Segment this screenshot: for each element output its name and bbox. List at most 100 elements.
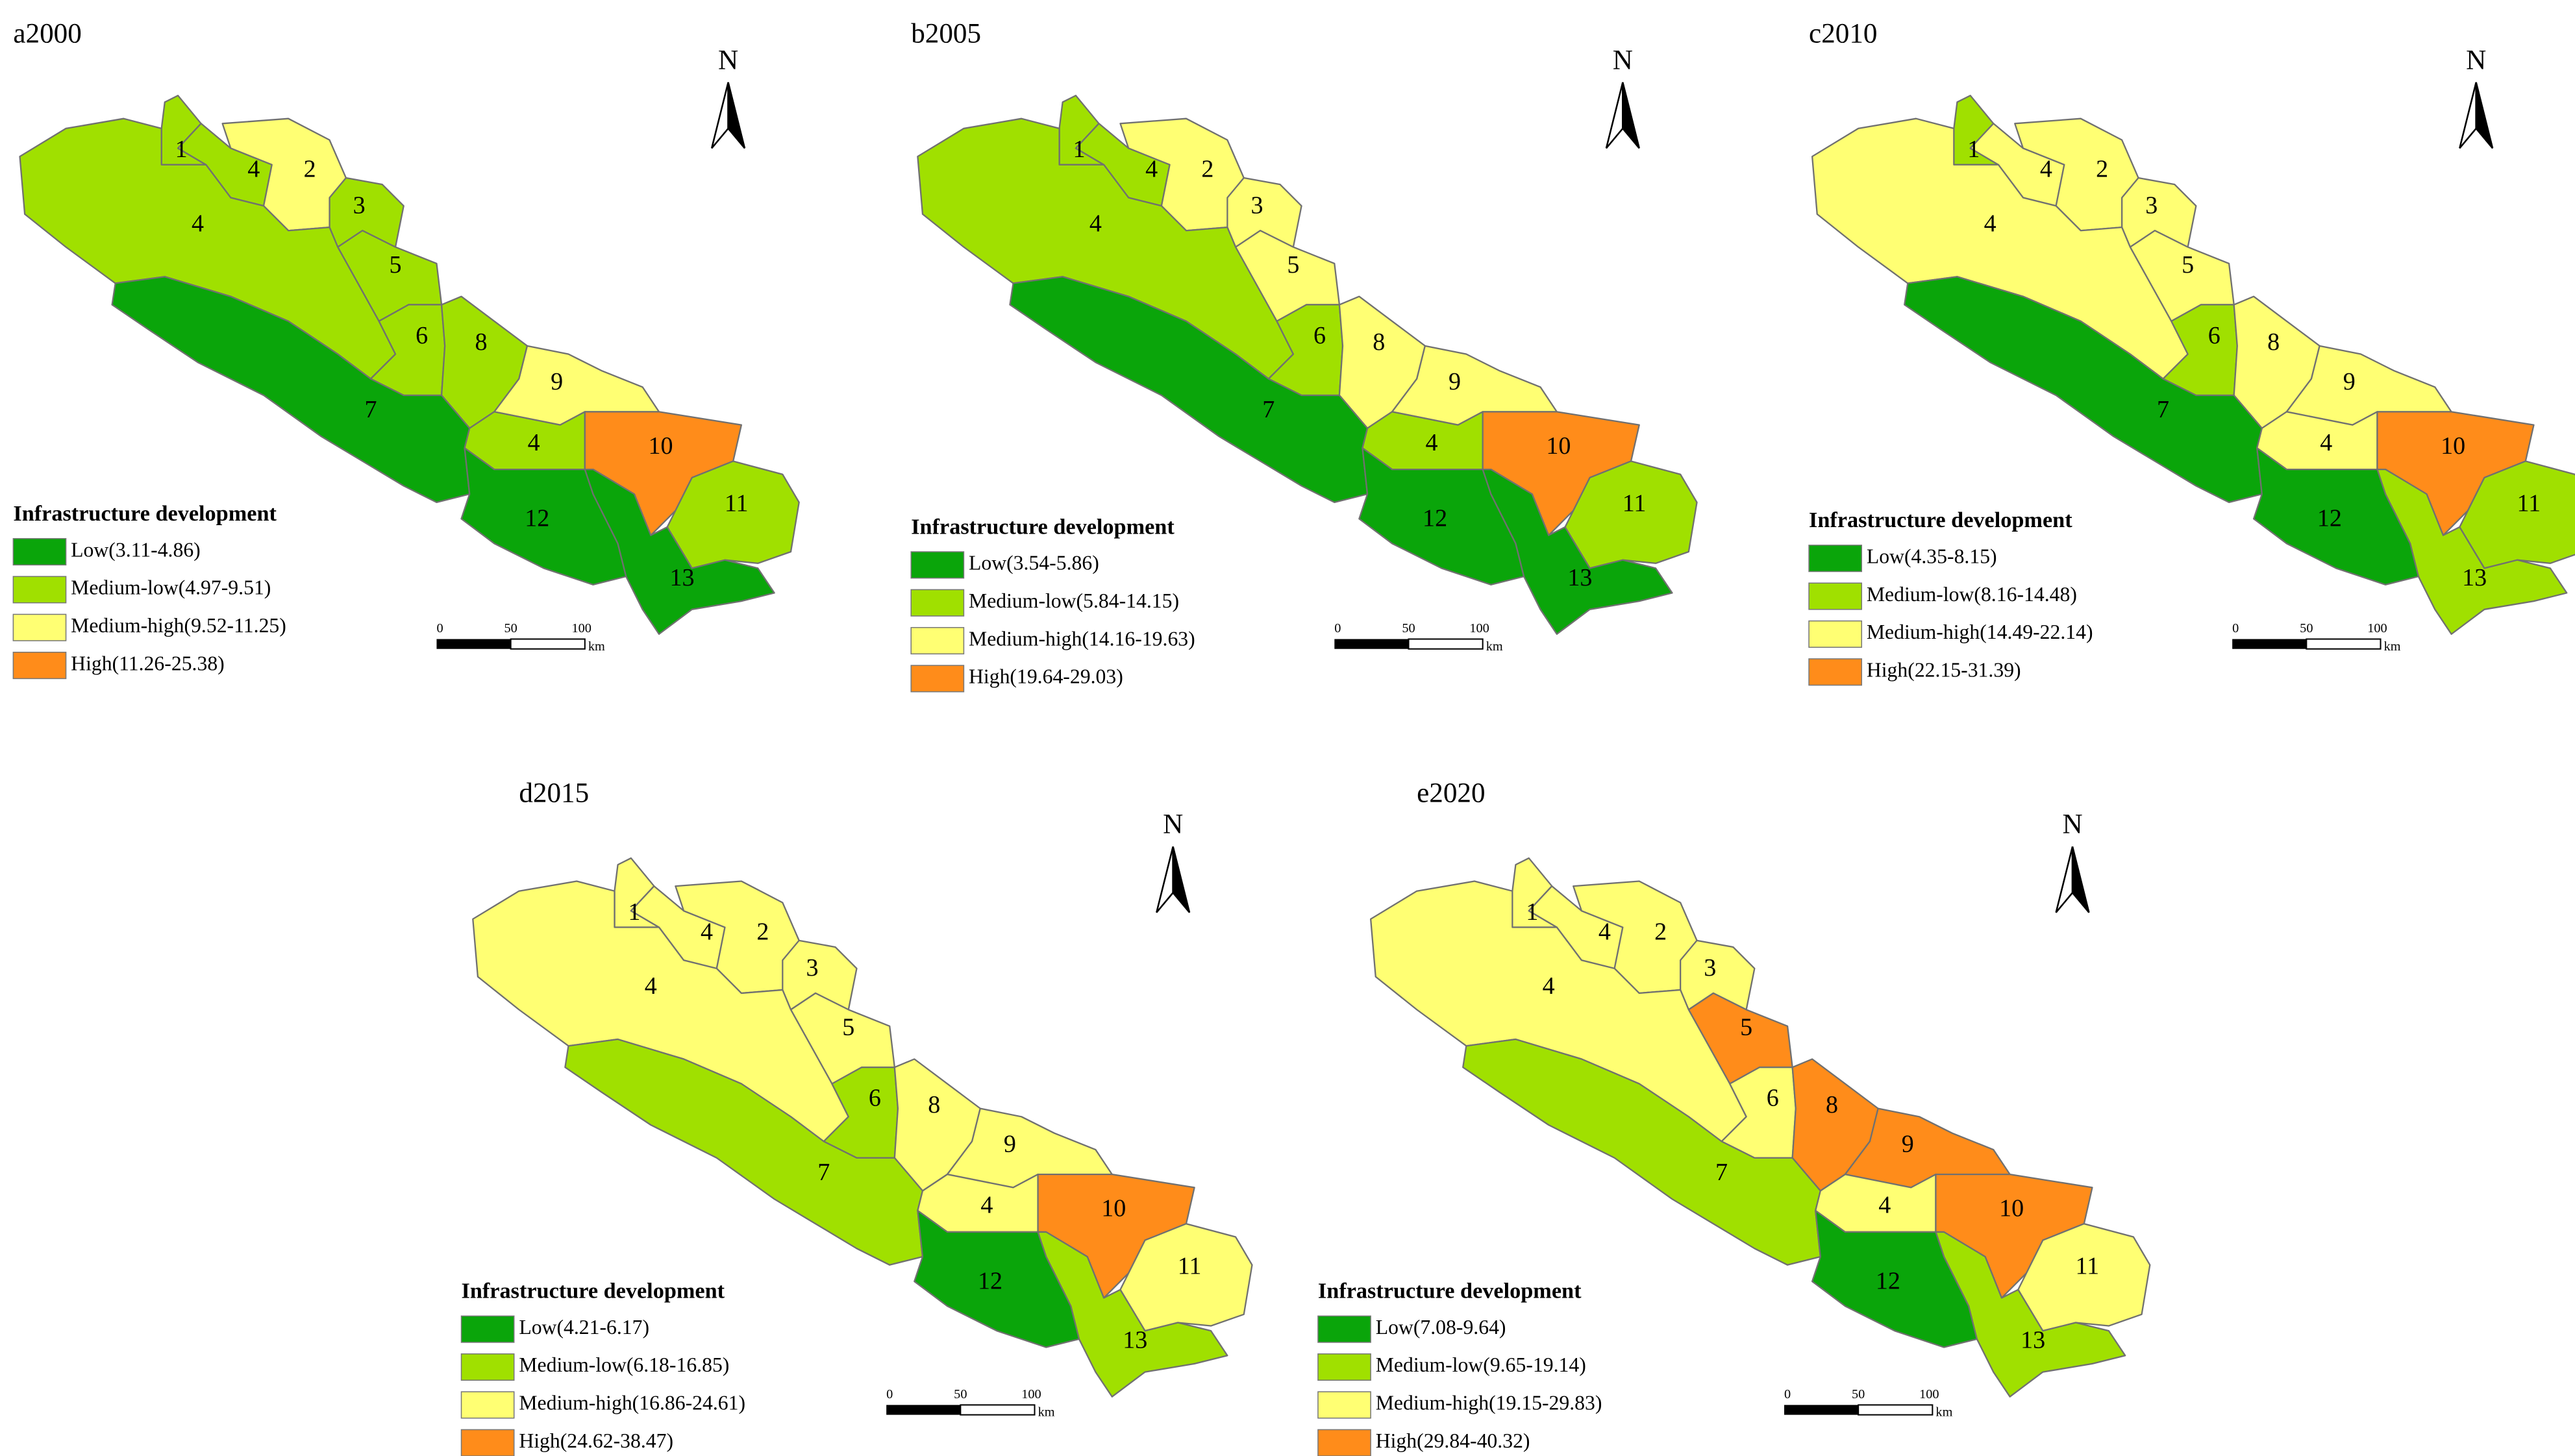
scale-bar-dark [886,1405,961,1415]
region-label: 11 [2517,490,2541,517]
region-label: 13 [2021,1327,2045,1354]
legend-label: Low(3.54-5.86) [969,552,1099,574]
panel-title: e2020 [1417,778,1485,808]
legend-label: Medium-low(4.97-9.51) [71,576,271,599]
region-label: 12 [2317,505,2342,532]
region-label: 12 [1876,1267,1900,1294]
region-label: 3 [2145,191,2158,219]
region-label: 5 [1740,1014,1752,1041]
region-label: 6 [1313,322,1326,349]
north-arrow-right [727,82,746,149]
north-label: N [1613,45,1633,75]
scale-unit: km [1038,1405,1055,1420]
region-label: 9 [551,368,563,395]
scale-label: 100 [1469,621,1489,635]
region-label: 5 [1287,251,1299,278]
region-label: 3 [1251,191,1263,219]
region-label: 4 [1984,210,1997,237]
panel-title: b2005 [911,19,981,49]
region-label: 11 [1178,1252,1202,1279]
legend-label: Low(3.11-4.86) [71,538,201,561]
region-label: 10 [1546,432,1571,460]
north-arrow-left [2055,846,2074,913]
region-label: 10 [1999,1195,2024,1222]
region-label: 1 [1526,898,1538,926]
region-label: 13 [1123,1327,1147,1354]
region-label: 2 [1201,156,1213,183]
region-label: 2 [756,918,769,945]
region-label: 8 [928,1091,940,1118]
legend-swatch [460,1353,515,1381]
scale-bar-dark [2232,639,2307,649]
region-label: 4 [1089,210,1102,237]
region-label: 9 [2343,368,2356,395]
north-label: N [1163,809,1183,840]
legend-label: Medium-low(8.16-14.48) [1867,583,2077,606]
region-label: 1 [1073,136,1086,163]
region-label: 12 [1423,505,1447,532]
region [2376,468,2568,635]
region-label: 2 [1654,918,1667,945]
panel-title: a2000 [13,19,81,49]
legend-title: Infrastructure development [13,501,277,526]
region [1119,1223,1253,1332]
region-label: 5 [390,251,402,278]
legend-swatch [910,626,965,655]
region-label: 4 [2320,429,2332,456]
scale-label: 50 [2300,621,2313,635]
scale-bar-light [510,638,586,650]
legend-swatch [910,665,965,693]
region-label: 4 [980,1192,993,1219]
region-label: 2 [304,156,316,183]
legend-label: Medium-high(19.15-29.83) [1376,1392,1602,1414]
legend-label: Medium-high(9.52-11.25) [71,614,286,637]
region-label: 10 [649,432,673,460]
legend-swatch [1317,1315,1371,1343]
legend-title: Infrastructure development [1318,1279,1582,1303]
legend-title: Infrastructure development [462,1279,725,1303]
scale-unit: km [1486,639,1503,654]
region-label: 12 [525,505,549,532]
legend-title: Infrastructure development [911,514,1175,539]
region-label: 1 [1967,136,1980,163]
region-label: 5 [2182,251,2194,278]
region [1564,460,1698,569]
legend-label: Medium-high(16.86-24.61) [519,1392,745,1414]
region-label: 11 [725,490,749,517]
region-label: 12 [978,1267,1002,1294]
north-arrow-left [1156,846,1174,913]
legend-swatch [12,652,67,680]
region-label: 2 [2096,156,2108,183]
legend-swatch [1317,1429,1371,1456]
region-label: 13 [2462,564,2487,591]
north-arrow-left [1605,82,1624,149]
region-label: 6 [1767,1085,1779,1112]
legend-swatch [12,537,67,566]
legend-swatch [12,576,67,604]
legend-swatch [460,1391,515,1419]
legend-label: Medium-low(9.65-19.14) [1376,1353,1586,1376]
legend-label: High(11.26-25.38) [71,652,225,674]
region-label: 9 [1004,1131,1016,1158]
map-panel: e2020 1 4 2 3 5 4 6 8 7 9 4 10 11 12 13 Infrastructure d… [1317,778,2151,1456]
legend-label: Low(4.35-8.15) [1867,545,1997,567]
map-panel: a2000 1 4 2 3 5 4 6 8 7 9 4 10 11 12 13 Infrastructure d… [12,19,800,680]
region-label: 7 [1262,396,1275,423]
region-label: 4 [645,972,657,1000]
scale-label: 100 [572,621,591,635]
north-arrow-right [1172,846,1191,913]
north-arrow-left [2459,82,2477,149]
panel-title: d2015 [519,778,589,808]
north-arrow-right [1622,82,1640,149]
legend-label: Medium-high(14.49-22.14) [1867,621,2093,643]
legend-swatch [1808,620,1863,648]
legend-label: High(22.15-31.39) [1867,659,2021,682]
region-label: 7 [1715,1159,1728,1186]
region [2459,460,2575,569]
region-label: 4 [528,429,540,456]
scale-unit: km [1935,1405,1952,1420]
region-label: 4 [192,210,204,237]
region-label: 10 [1101,1195,1126,1222]
region-label: 8 [475,328,487,356]
region [2017,1223,2151,1332]
